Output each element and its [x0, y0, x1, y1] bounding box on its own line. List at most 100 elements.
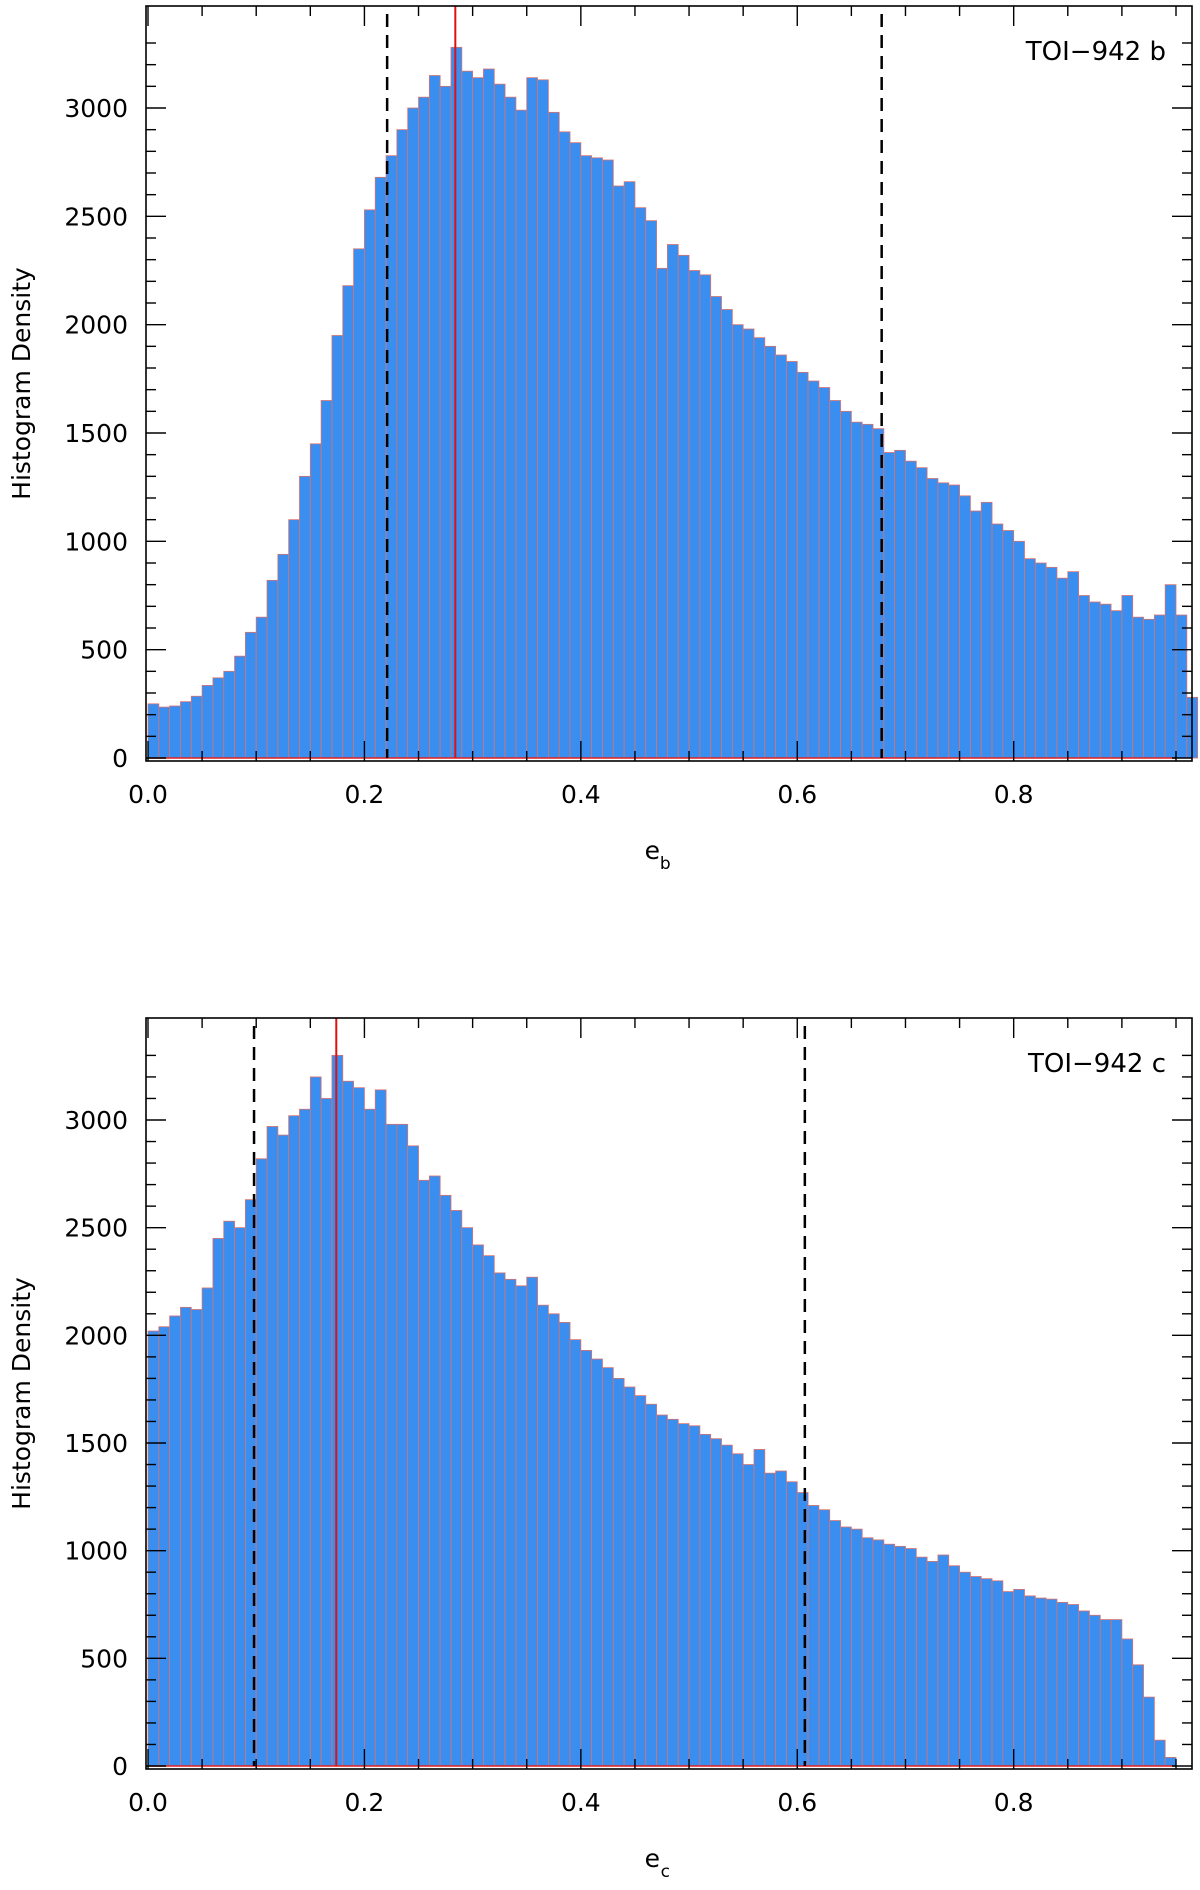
histogram-bar [1132, 616, 1144, 759]
histogram-bar [894, 1545, 906, 1767]
y-tick-label: 2000 [64, 1321, 128, 1350]
histogram-bar [905, 460, 917, 759]
histogram-bar [861, 423, 874, 759]
histogram-bar [483, 68, 495, 759]
histogram-bar [331, 335, 344, 759]
histogram-bars [147, 1055, 1177, 1767]
x-tick-label: 0.6 [777, 1788, 817, 1817]
histogram-bar [169, 1315, 181, 1767]
x-axis-label-subscript: b [660, 854, 671, 874]
histogram-bar [818, 1509, 831, 1767]
histogram-bar [223, 670, 235, 759]
histogram-bar [353, 248, 365, 759]
histogram-bar [764, 345, 777, 759]
histogram-bar [234, 1227, 246, 1767]
histogram-bar [1002, 1591, 1015, 1767]
x-tick-label: 0.4 [561, 780, 601, 809]
histogram-bar [342, 1080, 354, 1767]
histogram-bar [472, 1244, 484, 1767]
y-tick-label: 2000 [64, 311, 128, 340]
histogram-bar [656, 267, 668, 759]
panel-annotation: TOI−942 c [1027, 1049, 1166, 1079]
histogram-bar [180, 701, 192, 759]
histogram-bar [926, 478, 939, 759]
y-tick-label: 0 [112, 744, 128, 773]
histogram-bar [461, 70, 474, 759]
histogram-bar [190, 695, 203, 759]
histogram-bar [1153, 614, 1166, 759]
histogram-bar [840, 1526, 852, 1767]
x-tick-label: 0.6 [777, 780, 817, 809]
histogram-bar [937, 482, 950, 759]
histogram-bar [623, 181, 636, 759]
histogram-bar [764, 1472, 777, 1767]
histogram-bar [970, 1576, 982, 1767]
histogram-bar [742, 328, 755, 759]
y-tick-label: 1000 [64, 1537, 128, 1566]
histogram-bar [775, 354, 787, 759]
histogram-bar [450, 1210, 463, 1767]
histogram-bar [1078, 1610, 1090, 1767]
histogram-bar [1110, 610, 1123, 759]
histogram-bar [244, 631, 257, 759]
histogram-bar [1034, 562, 1047, 759]
histogram-bar [634, 207, 647, 759]
histogram-bar [569, 1339, 582, 1767]
histogram-bar [1045, 1598, 1058, 1767]
y-tick-label: 3000 [64, 94, 128, 123]
y-tick-label: 3000 [64, 1106, 128, 1135]
histogram-bar [418, 96, 430, 759]
histogram-bar [299, 475, 311, 759]
histogram-bar [558, 1322, 571, 1767]
y-tick-label: 500 [80, 636, 128, 665]
histogram-bar [450, 46, 463, 759]
histogram-bar [158, 706, 171, 759]
histogram-bar [829, 1520, 841, 1767]
histogram-bar [190, 1309, 203, 1767]
histogram-bar [493, 1272, 506, 1767]
x-axis-label: e [645, 836, 660, 865]
histogram-bar [894, 449, 906, 759]
histogram-bar [255, 616, 268, 759]
histogram-bar [948, 484, 960, 759]
histogram-bar [396, 129, 409, 759]
histogram-bar [829, 400, 841, 759]
histogram-bar [374, 1089, 387, 1767]
histogram-bar [677, 254, 690, 759]
histogram-bar [223, 1220, 235, 1767]
histogram-bar [883, 452, 896, 759]
histogram-bar [299, 1108, 311, 1767]
histogram-bar [1089, 601, 1101, 759]
histogram-bar [364, 1108, 376, 1767]
histogram-bar [850, 421, 863, 759]
histogram-bar [786, 361, 798, 759]
histogram-bar [504, 96, 517, 759]
histogram-bar [364, 209, 376, 759]
histogram-bar [775, 1470, 787, 1767]
histogram-bar [396, 1123, 409, 1767]
y-tick-label: 2500 [64, 202, 128, 231]
histogram-bar [1132, 1664, 1144, 1767]
histogram-bar [818, 387, 831, 759]
histogram-bar [688, 270, 701, 759]
histogram-bar [656, 1414, 668, 1767]
histogram-bar [320, 1098, 333, 1767]
histogram-bar [872, 1539, 885, 1767]
histogram-bar [612, 1378, 625, 1767]
histogram-bar [1024, 1595, 1036, 1767]
histogram-bar [1164, 1756, 1177, 1767]
x-axis-label: e [645, 1844, 660, 1873]
histogram-bar [731, 1453, 744, 1767]
histogram-bar [591, 1358, 603, 1767]
histogram-bar [493, 83, 506, 759]
histogram-bar [959, 1571, 971, 1767]
histogram-bar [1034, 1597, 1047, 1767]
histogram-bar [667, 244, 679, 759]
histogram-bar [1099, 1619, 1112, 1767]
histogram-bar [926, 1561, 939, 1767]
histogram-bar [1153, 1739, 1166, 1767]
histogram-bar [796, 1492, 809, 1767]
histogram-bar [753, 337, 766, 759]
histogram-bar [569, 142, 582, 759]
histogram-bars [147, 46, 1199, 759]
